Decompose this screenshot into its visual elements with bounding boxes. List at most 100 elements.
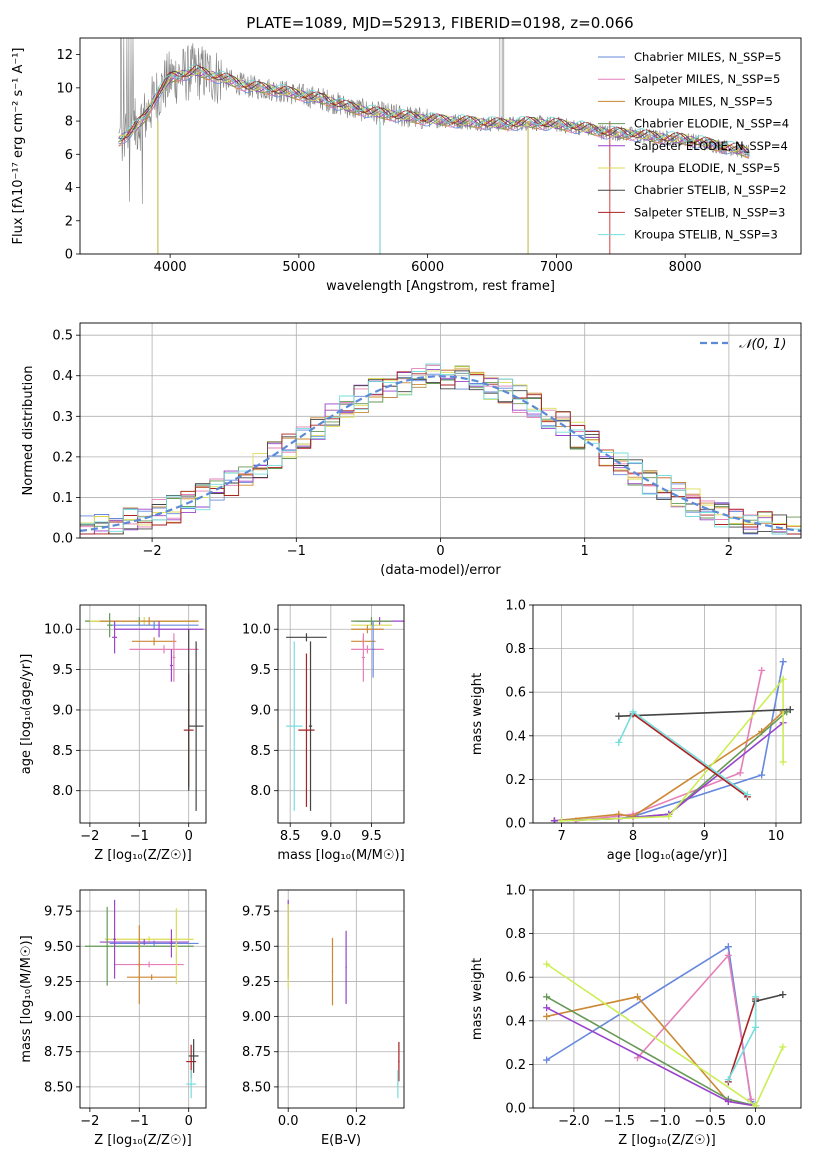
x-tick-label: 6000 xyxy=(411,260,444,275)
legend-entry: Chabrier ELODIE, N_SSP=4 xyxy=(634,117,789,131)
x-tick-label: −2 xyxy=(80,829,99,844)
y-tick-label: 0.3 xyxy=(52,410,73,425)
weight-line xyxy=(755,993,783,1002)
x-axis-label: wavelength [Angstrom, rest frame] xyxy=(326,279,555,294)
y-tick-label: 8.5 xyxy=(52,744,73,759)
axes-frame xyxy=(79,322,802,539)
y-tick-label: 12 xyxy=(56,48,73,63)
axes-frame xyxy=(277,604,405,824)
legend-entry: Salpeter STELIB, N_SSP=3 xyxy=(634,205,785,219)
y-tick-label: 9.50 xyxy=(242,940,271,955)
weight-marker xyxy=(543,1012,551,1020)
plot-area xyxy=(533,890,801,1108)
errorbar-point xyxy=(187,629,190,791)
x-axis-label: age [log₁₀(age/yr)] xyxy=(607,848,728,863)
weight-line xyxy=(632,713,748,798)
y-tick-label: 8 xyxy=(65,115,73,130)
legend-entry: Kroupa STELIB, N_SSP=3 xyxy=(634,228,778,242)
y-tick-label: 0.0 xyxy=(505,1102,526,1117)
y-tick-label: 8.0 xyxy=(250,784,271,799)
x-tick-label: −1 xyxy=(130,829,149,844)
x-axis-label: Z [log₁₀(Z/Z☉)] xyxy=(618,1133,715,1148)
y-tick-label: 4 xyxy=(65,181,73,196)
x-tick-label: −1 xyxy=(130,1114,149,1129)
errorbar-point xyxy=(361,633,365,682)
y-tick-label: 0 xyxy=(65,248,73,263)
x-tick-label: 7 xyxy=(557,829,565,844)
plot-area xyxy=(80,890,206,1108)
weight-marker xyxy=(558,817,566,823)
y-tick-label: 0.0 xyxy=(52,532,73,547)
legend-entry: Salpeter ELODIE, N_SSP=4 xyxy=(634,139,788,153)
errorbar-point xyxy=(169,649,173,682)
y-tick-label: 8.5 xyxy=(250,744,271,759)
y-tick-label: 9.5 xyxy=(250,663,271,678)
y-axis-label: Flux [fλ10⁻¹⁷ erg cm⁻² s⁻¹ A⁻¹] xyxy=(11,48,26,245)
weight-marker xyxy=(743,791,751,799)
weight-marker xyxy=(543,1004,551,1012)
weight-marker xyxy=(786,706,794,714)
y-tick-label: 9.25 xyxy=(44,975,73,990)
y-tick-label: 1.0 xyxy=(505,599,526,614)
x-tick-label: −1 xyxy=(287,544,306,559)
errorbar-point xyxy=(112,621,118,654)
weight-marker xyxy=(758,666,766,674)
y-tick-label: 9.75 xyxy=(44,905,73,920)
model-spectrum-line xyxy=(118,65,750,155)
y-tick-label: 0.6 xyxy=(505,971,526,986)
errorbar-point xyxy=(107,613,113,638)
legend-entry: Kroupa MILES, N_SSP=5 xyxy=(634,94,773,108)
axes-frame xyxy=(79,37,802,255)
x-axis-label: (data-model)/error xyxy=(380,563,501,578)
y-tick-label: 0.2 xyxy=(505,773,526,788)
errorbar-point xyxy=(308,641,313,811)
panel-mass_vs_Z: −2 −1 0 8.50 8.75 9.00 9.25 9.50 9.75 Z [log₁₀(Z/… xyxy=(19,889,207,1148)
x-tick-label: 0 xyxy=(185,1114,193,1129)
x-tick-label: −2 xyxy=(80,1114,99,1129)
x-tick-label: 0.2 xyxy=(346,1114,367,1129)
y-tick-label: 9.0 xyxy=(250,703,271,718)
y-tick-label: 0.4 xyxy=(505,1014,526,1029)
x-tick-label: 0.0 xyxy=(278,1114,299,1129)
y-tick-label: 0.5 xyxy=(52,329,73,344)
y-axis-label: mass weight xyxy=(470,673,485,755)
errorbar-point xyxy=(287,904,289,989)
x-axis-label: mass [log₁₀(M/M☉)] xyxy=(277,848,404,863)
plot-area xyxy=(118,38,750,254)
panel-mass_weight_vs_Z: −2.0 −1.5 −1.0 −0.5 0.0 0.0 0.2 0.4 0.6 0.8 1.0 Z [… xyxy=(470,884,802,1148)
weight-marker xyxy=(550,817,558,823)
x-axis-label: Z [log₁₀(Z/Z☉)] xyxy=(94,1133,191,1148)
plot-area xyxy=(278,890,404,1108)
x-tick-label: 2 xyxy=(725,544,733,559)
errorbar-point xyxy=(331,937,334,1006)
y-tick-label: 9.0 xyxy=(52,703,73,718)
legend-entry: Salpeter MILES, N_SSP=5 xyxy=(634,72,780,86)
weight-marker xyxy=(724,951,732,959)
errorbar-point xyxy=(104,936,194,943)
y-tick-label: 9.25 xyxy=(242,975,271,990)
axes-frame xyxy=(532,889,802,1109)
legend: Chabrier MILES, N_SSP=5 Salpeter MILES, N… xyxy=(598,50,789,242)
y-tick-label: 9.75 xyxy=(242,905,271,920)
weight-marker xyxy=(752,1023,760,1031)
x-axis-label: Z [log₁₀(Z/Z☉)] xyxy=(94,848,191,863)
x-tick-label: 0.0 xyxy=(745,1114,766,1129)
y-tick-label: 9.50 xyxy=(44,940,73,955)
errorbar-point xyxy=(351,625,384,634)
errorbar-point xyxy=(286,633,327,642)
y-tick-label: 10.0 xyxy=(44,623,73,638)
weight-marker xyxy=(665,812,673,820)
errorbar-point xyxy=(188,1039,199,1073)
errorbar-point xyxy=(172,633,176,682)
errorbar-point xyxy=(105,906,109,986)
weight-marker xyxy=(779,758,787,766)
x-tick-label: −1.5 xyxy=(604,1114,636,1129)
weight-marker xyxy=(724,1076,732,1084)
model-spectrum-line xyxy=(118,68,750,153)
x-tick-label: 5000 xyxy=(282,260,315,275)
model-spectrum-line xyxy=(118,68,750,158)
panel-mass_weight_vs_age: 7 8 9 10 0.0 0.2 0.4 0.6 0.8 1.0 age [log₁₀(age/yr… xyxy=(470,599,802,863)
y-tick-label: 10.0 xyxy=(242,623,271,638)
y-tick-label: 8.50 xyxy=(44,1080,73,1095)
